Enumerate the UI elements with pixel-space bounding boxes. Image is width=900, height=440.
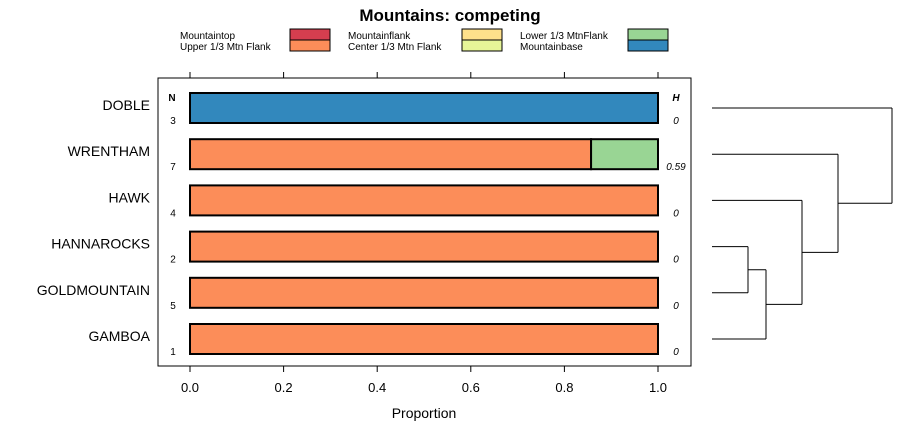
h-header: H: [672, 93, 680, 104]
x-tick-label: 0.4: [368, 380, 386, 395]
bar-segment-hawk-upper-1-3-mtn-flank: [189, 184, 659, 217]
legend-swatch-mountainbase: [627, 39, 669, 52]
legend-label-upper-1-3-mtn-flank: Upper 1/3 Mtn Flank: [180, 42, 272, 53]
category-label-hawk: HAWK: [109, 189, 151, 205]
category-label-hannarocks: HANNAROCKS: [51, 236, 150, 252]
legend-label-lower-1-3-mtnflank: Lower 1/3 MtnFlank: [520, 31, 609, 42]
h-value-goldmountain: 0: [673, 301, 679, 312]
bar-segment-wrentham-upper-1-3-mtn-flank: [189, 138, 593, 171]
n-value-doble: 3: [170, 116, 176, 127]
legend-swatch-upper-1-3-mtn-flank: [289, 39, 331, 52]
h-labels: 0 0.59 0 0 0 0: [666, 116, 686, 358]
category-labels: DOBLE WRENTHAM HAWK HANNAROCKS GOLDMOUNTAIN G…: [37, 97, 151, 344]
n-labels: 3 7 4 2 5 1: [170, 116, 176, 358]
dendrogram: [712, 107, 893, 340]
h-value-hannarocks: 0: [673, 255, 679, 266]
n-value-wrentham: 7: [170, 162, 176, 173]
chart-title: Mountains: competing: [359, 6, 540, 25]
plot-frame: [157, 77, 692, 367]
bars: [189, 92, 659, 355]
category-label-wrentham: WRENTHAM: [68, 143, 150, 159]
category-label-goldmountain: GOLDMOUNTAIN: [37, 282, 150, 298]
x-axis: 0.0 0.2 0.4 0.6 0.8 1.0: [181, 72, 667, 395]
legend-swatch-center-1-3-mtn-flank: [461, 39, 503, 52]
legend-label-mountaintop: Mountaintop: [180, 31, 235, 42]
legend-label-mountainbase: Mountainbase: [520, 42, 583, 53]
n-value-hawk: 4: [170, 208, 176, 219]
n-value-goldmountain: 5: [170, 301, 176, 312]
x-tick-label: 0.0: [181, 380, 199, 395]
h-value-wrentham: 0.59: [666, 162, 686, 173]
bar-segment-gamboa-upper-1-3-mtn-flank: [189, 323, 659, 355]
bar-segment-hannarocks-upper-1-3-mtn-flank: [189, 230, 659, 263]
x-axis-label: Proportion: [392, 405, 457, 421]
x-tick-label: 0.6: [462, 380, 480, 395]
bar-segment-doble-mountainbase: [189, 92, 659, 124]
h-value-doble: 0: [673, 116, 679, 127]
n-value-hannarocks: 2: [170, 255, 176, 266]
legend-swatch-mountainflank: [461, 28, 503, 41]
legend-swatch-lower-1-3-mtnflank: [627, 28, 669, 41]
bar-segment-goldmountain-upper-1-3-mtn-flank: [189, 276, 659, 309]
legend-label-mountainflank: Mountainflank: [348, 31, 411, 42]
category-label-doble: DOBLE: [103, 97, 150, 113]
legend-label-center-1-3-mtn-flank: Center 1/3 Mtn Flank: [348, 42, 442, 53]
n-header: N: [168, 93, 175, 104]
n-value-gamboa: 1: [170, 347, 176, 358]
x-tick-label: 0.2: [275, 380, 293, 395]
h-value-gamboa: 0: [673, 347, 679, 358]
category-label-gamboa: GAMBOA: [89, 328, 151, 344]
legend-swatch-mountaintop: [289, 28, 331, 41]
h-value-hawk: 0: [673, 208, 679, 219]
x-tick-label: 1.0: [649, 380, 667, 395]
bar-segment-wrentham-lower-1-3-mtnflank: [590, 138, 659, 171]
x-tick-label: 0.8: [555, 380, 573, 395]
